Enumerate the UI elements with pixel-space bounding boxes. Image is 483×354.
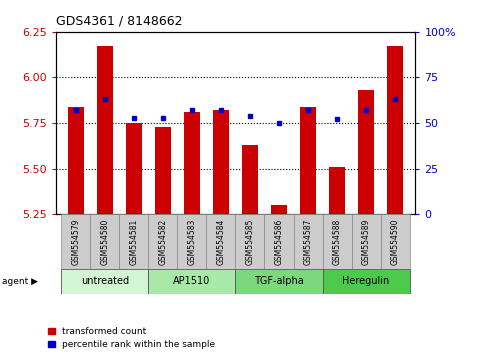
Bar (184, 112, 200, 214)
Bar (177, 214, 206, 269)
Bar (119, 214, 148, 269)
Bar (213, 110, 229, 214)
Text: GSM554582: GSM554582 (158, 218, 168, 265)
Bar (236, 214, 265, 269)
Bar (97, 46, 113, 214)
Text: GSM554587: GSM554587 (303, 218, 313, 265)
Bar (61, 214, 90, 269)
Text: GSM554583: GSM554583 (187, 218, 197, 265)
Bar (323, 269, 410, 294)
Bar (242, 145, 258, 214)
Bar (206, 214, 236, 269)
Bar (148, 269, 236, 294)
Bar (126, 123, 142, 214)
Text: GDS4361 / 8148662: GDS4361 / 8148662 (56, 14, 182, 27)
Bar (68, 107, 84, 214)
Bar (329, 167, 345, 214)
Text: GSM554586: GSM554586 (274, 218, 284, 265)
Bar (323, 214, 352, 269)
Text: untreated: untreated (81, 276, 129, 286)
Text: AP1510: AP1510 (173, 276, 211, 286)
Text: GSM554590: GSM554590 (391, 218, 399, 265)
Text: GSM554581: GSM554581 (129, 218, 139, 265)
Text: GSM554589: GSM554589 (362, 218, 370, 265)
Bar (155, 127, 171, 214)
Bar (90, 214, 119, 269)
Bar (300, 107, 316, 214)
Text: GSM554584: GSM554584 (216, 218, 226, 265)
Bar (61, 269, 148, 294)
Text: agent ▶: agent ▶ (2, 277, 39, 286)
Bar (294, 214, 323, 269)
Text: GSM554580: GSM554580 (100, 218, 109, 265)
Text: GSM554579: GSM554579 (71, 218, 80, 265)
Bar (265, 214, 294, 269)
Bar (358, 90, 374, 214)
Text: Heregulin: Heregulin (342, 276, 390, 286)
Text: TGF-alpha: TGF-alpha (254, 276, 304, 286)
Bar (148, 214, 177, 269)
Bar (381, 214, 410, 269)
Bar (271, 205, 287, 214)
Text: GSM554588: GSM554588 (332, 218, 341, 265)
Bar (352, 214, 381, 269)
Bar (236, 269, 323, 294)
Text: GSM554585: GSM554585 (245, 218, 255, 265)
Legend: transformed count, percentile rank within the sample: transformed count, percentile rank withi… (48, 327, 215, 349)
Bar (387, 46, 403, 214)
